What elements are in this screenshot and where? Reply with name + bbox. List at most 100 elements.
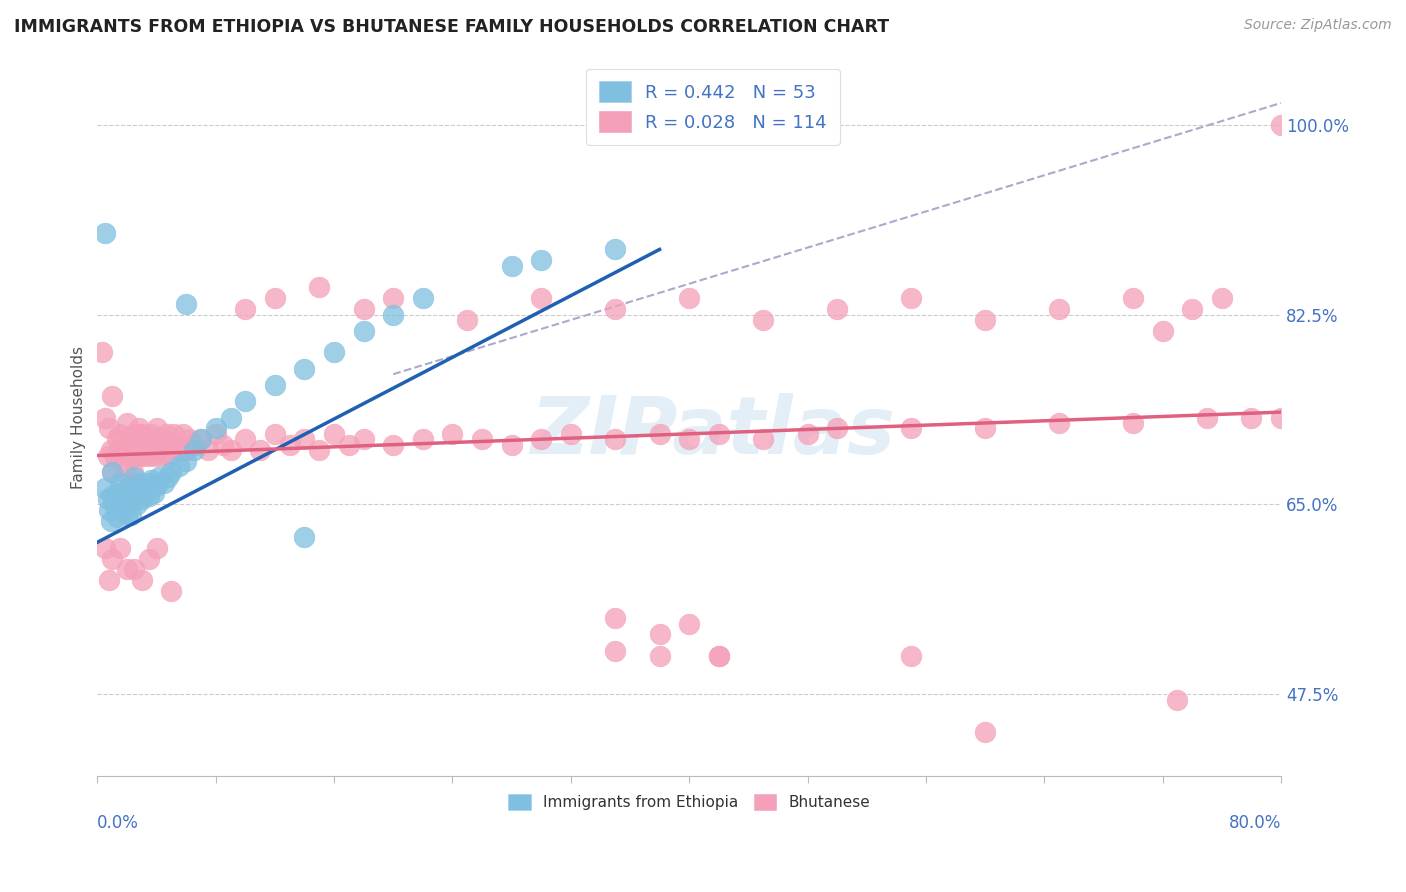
Point: [190, 432, 212, 446]
Point: [174, 454, 197, 468]
Point: [153, 475, 176, 490]
Point: [107, 486, 129, 500]
Point: [115, 432, 138, 446]
Point: [219, 443, 242, 458]
Point: [1122, 416, 1144, 430]
Point: [131, 426, 153, 441]
Point: [752, 313, 775, 327]
Point: [1240, 410, 1263, 425]
Point: [1270, 118, 1292, 132]
Point: [101, 489, 124, 503]
Point: [501, 259, 523, 273]
Point: [128, 449, 150, 463]
Point: [136, 443, 159, 458]
Point: [118, 449, 141, 463]
Point: [974, 313, 997, 327]
Point: [678, 291, 700, 305]
Point: [1047, 416, 1070, 430]
Point: [135, 432, 157, 446]
Point: [156, 426, 179, 441]
Point: [145, 432, 167, 446]
Point: [115, 508, 138, 523]
Point: [278, 438, 301, 452]
Point: [1195, 410, 1218, 425]
Point: [112, 443, 135, 458]
Point: [104, 500, 127, 514]
Point: [174, 296, 197, 310]
Point: [101, 389, 124, 403]
Point: [120, 443, 142, 458]
Y-axis label: Family Households: Family Households: [72, 346, 86, 489]
Point: [115, 416, 138, 430]
Point: [605, 611, 627, 625]
Point: [825, 421, 848, 435]
Point: [131, 481, 153, 495]
Point: [605, 432, 627, 446]
Point: [104, 449, 127, 463]
Text: IMMIGRANTS FROM ETHIOPIA VS BHUTANESE FAMILY HOUSEHOLDS CORRELATION CHART: IMMIGRANTS FROM ETHIOPIA VS BHUTANESE FA…: [14, 18, 889, 36]
Point: [212, 438, 235, 452]
Point: [94, 226, 117, 240]
Point: [190, 432, 212, 446]
Point: [138, 489, 160, 503]
Point: [97, 449, 120, 463]
Point: [294, 530, 316, 544]
Point: [124, 426, 146, 441]
Point: [136, 475, 159, 490]
Point: [138, 449, 160, 463]
Point: [134, 486, 156, 500]
Point: [204, 426, 226, 441]
Point: [131, 574, 153, 588]
Point: [124, 491, 146, 506]
Point: [204, 421, 226, 435]
Point: [177, 432, 200, 446]
Point: [353, 432, 375, 446]
Point: [264, 426, 287, 441]
Point: [128, 421, 150, 435]
Point: [163, 426, 186, 441]
Point: [117, 491, 139, 506]
Point: [110, 486, 132, 500]
Point: [183, 438, 205, 452]
Point: [308, 443, 330, 458]
Point: [678, 616, 700, 631]
Point: [412, 291, 434, 305]
Point: [172, 426, 194, 441]
Point: [98, 502, 121, 516]
Point: [100, 443, 122, 458]
Point: [1122, 291, 1144, 305]
Point: [648, 649, 671, 664]
Point: [97, 491, 120, 506]
Text: 80.0%: 80.0%: [1229, 814, 1281, 832]
Point: [1181, 302, 1204, 317]
Text: ZIPatlas: ZIPatlas: [530, 392, 896, 471]
Point: [825, 302, 848, 317]
Point: [233, 394, 256, 409]
Point: [1270, 410, 1292, 425]
Point: [115, 481, 138, 495]
Point: [141, 443, 163, 458]
Text: 0.0%: 0.0%: [97, 814, 139, 832]
Point: [707, 649, 730, 664]
Point: [143, 449, 166, 463]
Point: [142, 486, 165, 500]
Point: [249, 443, 271, 458]
Point: [127, 426, 149, 441]
Point: [648, 426, 671, 441]
Point: [108, 443, 131, 458]
Point: [124, 562, 146, 576]
Point: [160, 438, 183, 452]
Point: [900, 421, 922, 435]
Point: [167, 443, 190, 458]
Point: [148, 470, 170, 484]
Point: [353, 324, 375, 338]
Point: [233, 432, 256, 446]
Point: [501, 438, 523, 452]
Point: [323, 345, 346, 359]
Point: [155, 443, 177, 458]
Point: [142, 438, 165, 452]
Point: [605, 302, 627, 317]
Point: [101, 551, 124, 566]
Point: [124, 470, 146, 484]
Point: [560, 426, 582, 441]
